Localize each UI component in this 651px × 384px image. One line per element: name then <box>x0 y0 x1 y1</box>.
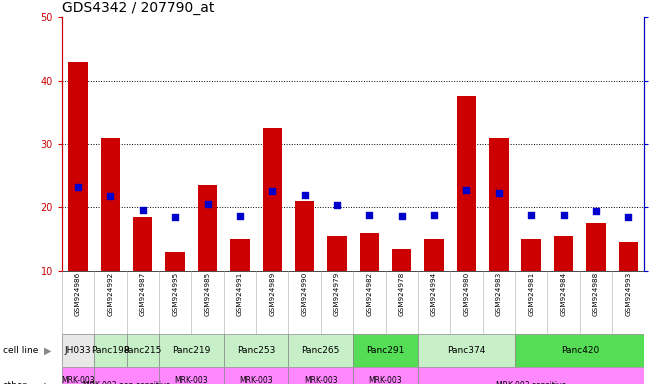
Text: Panc198: Panc198 <box>91 346 130 355</box>
Text: Panc253: Panc253 <box>237 346 275 355</box>
Bar <box>165 252 185 271</box>
Bar <box>94 367 159 384</box>
Bar <box>327 236 347 271</box>
Point <box>202 200 213 207</box>
Point <box>170 214 180 220</box>
Text: MRK-003
sensitive: MRK-003 sensitive <box>174 376 208 384</box>
Bar <box>62 334 94 367</box>
Point <box>73 184 83 190</box>
Bar <box>262 128 282 271</box>
Bar <box>224 367 288 384</box>
Bar <box>489 138 508 271</box>
Text: MRK-003 non-sensitive: MRK-003 non-sensitive <box>83 381 171 384</box>
Bar <box>159 334 224 367</box>
Bar <box>126 334 159 367</box>
Text: MRK-003 sensitive: MRK-003 sensitive <box>496 381 566 384</box>
Point <box>234 213 245 219</box>
Point <box>332 202 342 208</box>
Point <box>137 207 148 213</box>
Bar <box>230 239 249 271</box>
Point <box>364 212 374 218</box>
Bar <box>198 185 217 271</box>
Point <box>105 193 116 199</box>
Point <box>526 212 536 218</box>
Text: MRK-003
non-sensitive: MRK-003 non-sensitive <box>360 376 411 384</box>
Bar <box>94 334 126 367</box>
Bar <box>457 96 476 271</box>
Point <box>299 192 310 198</box>
Text: Panc265: Panc265 <box>301 346 340 355</box>
Point <box>493 190 504 197</box>
Bar <box>618 242 638 271</box>
Point <box>623 214 633 220</box>
Bar <box>288 367 353 384</box>
Bar <box>353 334 418 367</box>
Bar <box>288 334 353 367</box>
Point <box>559 212 569 218</box>
Bar <box>418 334 515 367</box>
Text: GDS4342 / 207790_at: GDS4342 / 207790_at <box>62 1 214 15</box>
Bar <box>101 138 120 271</box>
Text: Panc219: Panc219 <box>172 346 210 355</box>
Bar <box>586 223 605 271</box>
Point <box>429 212 439 218</box>
Text: cell line: cell line <box>3 346 38 355</box>
Text: Panc215: Panc215 <box>124 346 162 355</box>
Bar <box>515 334 644 367</box>
Point <box>396 213 407 219</box>
Text: Panc374: Panc374 <box>447 346 486 355</box>
Bar <box>353 367 418 384</box>
Text: JH033: JH033 <box>64 346 91 355</box>
Text: ▶: ▶ <box>44 345 51 356</box>
Text: MRK-003
non-sensitive: MRK-003 non-sensitive <box>230 376 282 384</box>
Bar <box>521 239 541 271</box>
Text: ▶: ▶ <box>44 381 51 384</box>
Point <box>590 208 601 214</box>
Text: MRK-003
sensitive: MRK-003 sensitive <box>303 376 338 384</box>
Bar <box>554 236 574 271</box>
Point <box>462 187 472 193</box>
Text: MRK-003
sensitive: MRK-003 sensitive <box>61 376 95 384</box>
Bar <box>392 248 411 271</box>
Bar <box>224 334 288 367</box>
Point <box>267 188 277 194</box>
Bar <box>418 367 644 384</box>
Bar <box>62 367 94 384</box>
Bar <box>359 233 379 271</box>
Bar <box>133 217 152 271</box>
Bar <box>159 367 224 384</box>
Text: Panc420: Panc420 <box>561 346 599 355</box>
Bar <box>424 239 444 271</box>
Text: Panc291: Panc291 <box>367 346 405 355</box>
Bar <box>68 62 88 271</box>
Text: other: other <box>3 381 27 384</box>
Bar <box>295 201 314 271</box>
